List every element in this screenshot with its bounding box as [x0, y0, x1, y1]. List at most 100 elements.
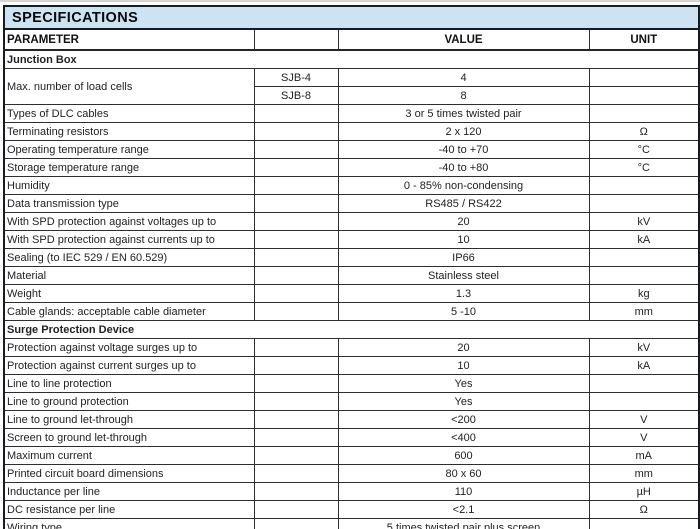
value-cell: 2 x 120	[337, 122, 590, 141]
variant-cell	[253, 410, 339, 429]
variant-cell	[253, 212, 339, 231]
parameter-cell: Maximum current	[3, 446, 255, 465]
variant-cell	[253, 266, 339, 285]
unit-cell: kA	[588, 356, 700, 375]
table-row: Line to line protection Yes	[3, 374, 700, 393]
value-cell: 0 - 85% non-condensing	[337, 176, 590, 195]
table-row: With SPD protection against voltages up …	[3, 212, 700, 231]
variant-cell: SJB-8	[253, 86, 339, 105]
parameter-cell: Storage temperature range	[3, 158, 255, 177]
table-row: With SPD protection against currents up …	[3, 230, 700, 249]
value-cell: 10	[337, 356, 590, 375]
unit-cell: Ω	[588, 500, 700, 519]
value-cell: 5 -10	[337, 302, 590, 321]
unit-cell	[588, 392, 700, 411]
value-cell: 4	[337, 68, 590, 87]
column-header-parameter: PARAMETER	[3, 28, 255, 51]
value-cell: Yes	[337, 374, 590, 393]
variant-cell	[253, 230, 339, 249]
table-row: Line to ground protection Yes	[3, 392, 700, 411]
unit-cell	[588, 86, 700, 105]
table-row: Maximum current 600 mA	[3, 446, 700, 465]
table-row: Line to ground let-through <200 V	[3, 410, 700, 429]
variant-cell	[253, 518, 339, 529]
scan-edge-line	[0, 0, 700, 2]
variant-cell	[253, 248, 339, 267]
value-cell: IP66	[337, 248, 590, 267]
unit-cell: V	[588, 428, 700, 447]
variant-cell	[253, 158, 339, 177]
table-row: Cable glands: acceptable cable diameter 5…	[3, 302, 700, 321]
table-row: Sealing (to IEC 529 / EN 60.529) IP66	[3, 248, 700, 267]
table-row: Terminating resistors 2 x 120 Ω	[3, 122, 700, 141]
value-cell: -40 to +80	[337, 158, 590, 177]
value-cell: 5 times twisted pair plus screen	[337, 518, 590, 529]
variant-cell	[253, 500, 339, 519]
unit-cell: mm	[588, 464, 700, 483]
unit-cell: kV	[588, 212, 700, 231]
table-row: Storage temperature range -40 to +80 °C	[3, 158, 700, 177]
value-cell: -40 to +70	[337, 140, 590, 159]
table-row: Types of DLC cables 3 or 5 times twisted …	[3, 104, 700, 123]
parameter-cell: Data transmission type	[3, 194, 255, 213]
parameter-cell: DC resistance per line	[3, 500, 255, 519]
variant-cell	[253, 338, 339, 357]
parameter-cell: With SPD protection against voltages up …	[3, 212, 255, 231]
value-cell: 8	[337, 86, 590, 105]
spec-table-body: SPECIFICATIONS PARAMETER VALUE UNIT Junc…	[3, 5, 700, 529]
parameter-cell: Weight	[3, 284, 255, 303]
unit-cell: kg	[588, 284, 700, 303]
unit-cell: kV	[588, 338, 700, 357]
value-cell: Yes	[337, 392, 590, 411]
parameter-cell: Protection against voltage surges up to	[3, 338, 255, 357]
column-header-sub	[253, 28, 339, 51]
parameter-cell: Line to ground protection	[3, 392, 255, 411]
value-cell: 10	[337, 230, 590, 249]
unit-cell	[588, 518, 700, 529]
variant-cell	[253, 392, 339, 411]
unit-cell: V	[588, 410, 700, 429]
table-row: Protection against voltage surges up to 2…	[3, 338, 700, 357]
parameter-cell: Protection against current surges up to	[3, 356, 255, 375]
table-row: Data transmission type RS485 / RS422	[3, 194, 700, 213]
variant-cell	[253, 194, 339, 213]
table-row: Weight 1.3 kg	[3, 284, 700, 303]
specifications-table: SPECIFICATIONS PARAMETER VALUE UNIT Junc…	[3, 5, 700, 529]
value-cell: 110	[337, 482, 590, 501]
variant-cell	[253, 176, 339, 195]
table-row: Printed circuit board dimensions 80 x 60 m…	[3, 464, 700, 483]
parameter-cell: Printed circuit board dimensions	[3, 464, 255, 483]
variant-cell: SJB-4	[253, 68, 339, 87]
variant-cell	[253, 446, 339, 465]
unit-cell: mm	[588, 302, 700, 321]
table-row: Material Stainless steel	[3, 266, 700, 285]
variant-cell	[253, 464, 339, 483]
value-cell: <400	[337, 428, 590, 447]
unit-cell: °C	[588, 140, 700, 159]
unit-cell: kA	[588, 230, 700, 249]
variant-cell	[253, 140, 339, 159]
value-cell: 1.3	[337, 284, 590, 303]
parameter-cell: Humidity	[3, 176, 255, 195]
unit-cell: °C	[588, 158, 700, 177]
value-cell: 600	[337, 446, 590, 465]
unit-cell: Ω	[588, 122, 700, 141]
table-header-row: PARAMETER VALUE UNIT	[3, 28, 700, 51]
parameter-cell: Sealing (to IEC 529 / EN 60.529)	[3, 248, 255, 267]
table-row: Wiring type 5 times twisted pair plus scr…	[3, 518, 700, 529]
value-cell: 20	[337, 338, 590, 357]
variant-cell	[253, 122, 339, 141]
table-row: Inductance per line 110 µH	[3, 482, 700, 501]
variant-cell	[253, 482, 339, 501]
table-title-row: SPECIFICATIONS	[3, 5, 700, 30]
unit-cell	[588, 104, 700, 123]
table-row: Protection against current surges up to 1…	[3, 356, 700, 375]
value-cell: 20	[337, 212, 590, 231]
unit-cell	[588, 266, 700, 285]
variant-cell	[253, 374, 339, 393]
parameter-cell: Operating temperature range	[3, 140, 255, 159]
unit-cell: µH	[588, 482, 700, 501]
parameter-cell: Line to line protection	[3, 374, 255, 393]
unit-cell	[588, 194, 700, 213]
section-title: Junction Box	[3, 49, 700, 69]
